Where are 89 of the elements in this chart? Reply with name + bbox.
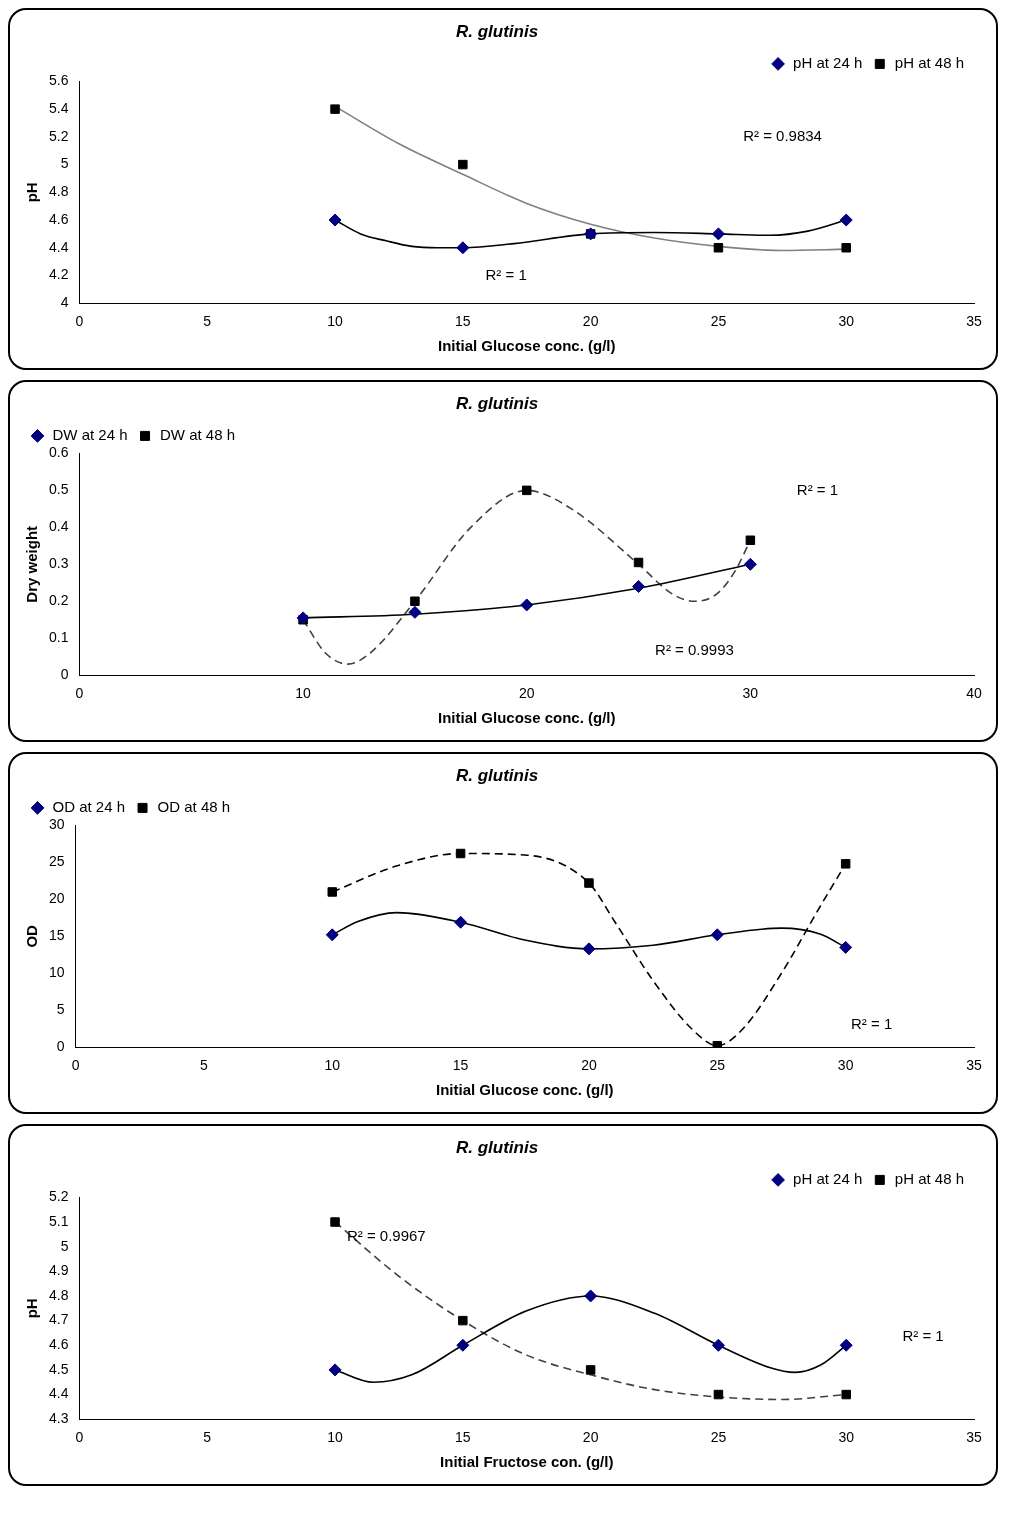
legend-label: pH at 24 h [793,1170,863,1188]
y-tick-label: 4.8 [48,1286,69,1303]
x-tick-label: 0 [75,685,84,702]
y-axis-title: pH [23,1298,41,1319]
y-tick-label: 0.6 [48,444,69,461]
chart-title: R. glutinis [455,1137,539,1157]
y-tick-label: 4.8 [48,183,69,200]
x-axis-title: Initial Glucose conc. (g/l) [437,337,616,355]
x-tick-label: 30 [837,1057,854,1074]
y-tick-label: 4.4 [48,1385,69,1402]
annotation: R² = 1 [485,265,527,283]
x-tick-label: 15 [455,1429,471,1446]
y-tick-label: 5 [60,155,69,172]
annotation: R² = 0.9967 [346,1227,426,1245]
y-tick-label: 20 [48,890,65,907]
legend-label: pH at 48 h [894,54,964,72]
y-tick-label: 4 [60,294,69,311]
y-tick-label: 30 [48,816,65,833]
x-tick-label: 30 [838,1429,855,1446]
x-axis-title: Initial Glucose conc. (g/l) [436,1081,614,1099]
x-tick-label: 30 [838,313,855,330]
y-tick-label: 0.4 [48,518,69,535]
chart-title: R. glutinis [455,393,539,413]
annotation: R² = 1 [902,1327,944,1345]
x-tick-label: 10 [295,685,312,702]
x-tick-label: 10 [327,313,344,330]
x-tick-label: 0 [75,313,84,330]
x-tick-label: 25 [710,313,727,330]
x-axis-title: Initial Glucose conc. (g/l) [437,709,616,727]
legend-label: pH at 48 h [894,1170,964,1188]
y-tick-label: 4.6 [48,210,69,227]
y-tick-label: 5 [56,1001,65,1018]
x-tick-label: 0 [75,1429,84,1446]
y-axis-title: pH [23,182,41,203]
y-tick-label: 5 [60,1237,69,1254]
x-tick-label: 25 [709,1057,726,1074]
y-tick-label: 0 [60,666,69,683]
y-tick-label: 4.3 [48,1410,69,1427]
annotation: R² = 1 [850,1015,893,1033]
x-tick-label: 5 [200,1057,209,1074]
y-tick-label: 15 [48,927,65,944]
y-tick-label: 4.7 [48,1311,69,1328]
y-tick-label: 0 [56,1038,65,1055]
y-tick-label: 0.5 [48,481,69,498]
y-tick-label: 4.5 [48,1360,69,1377]
y-tick-label: 5.2 [48,127,69,144]
chart-title: R. glutinis [455,765,539,785]
x-tick-label: 35 [966,1429,982,1446]
y-tick-label: 5.1 [48,1212,69,1229]
y-tick-label: 5.4 [48,99,69,116]
annotation: R² = 1 [796,480,839,498]
y-tick-label: 4.2 [48,266,69,283]
y-axis-title: OD [23,924,41,948]
x-tick-label: 0 [71,1057,80,1074]
legend-label: pH at 24 h [793,54,863,72]
y-tick-label: 25 [48,853,65,870]
legend-label: OD at 24 h [52,798,126,816]
annotation: R² = 0.9834 [743,126,822,144]
y-axis-title: Dry weight [23,525,41,603]
x-tick-label: 20 [582,1429,599,1446]
x-tick-label: 30 [742,685,759,702]
y-tick-label: 0.1 [48,629,69,646]
y-tick-label: 4.4 [48,238,69,255]
x-tick-label: 25 [710,1429,727,1446]
y-tick-label: 10 [48,964,65,981]
x-tick-label: 15 [452,1057,469,1074]
y-tick-label: 0.2 [48,592,69,609]
annotation: R² = 0.9993 [655,640,734,658]
x-tick-label: 10 [327,1429,344,1446]
chart-title: R. glutinis [455,21,539,41]
legend-label: DW at 24 h [52,426,128,444]
y-tick-label: 4.6 [48,1336,69,1353]
x-tick-label: 20 [582,313,599,330]
legend-label: DW at 48 h [160,426,236,444]
y-tick-label: 5.2 [48,1188,69,1205]
x-tick-label: 35 [966,313,982,330]
x-tick-label: 20 [581,1057,597,1074]
x-axis-title: Initial Fructose con. (g/l) [440,1453,614,1471]
x-tick-label: 15 [455,313,471,330]
y-tick-label: 0.3 [48,555,69,572]
y-tick-label: 4.9 [48,1262,69,1279]
x-tick-label: 40 [966,685,982,702]
legend-label: OD at 48 h [157,798,231,816]
x-tick-label: 20 [518,685,535,702]
x-tick-label: 35 [966,1057,982,1074]
x-tick-label: 10 [324,1057,341,1074]
x-tick-label: 5 [203,313,212,330]
y-tick-label: 5.6 [48,72,69,89]
x-tick-label: 5 [203,1429,212,1446]
